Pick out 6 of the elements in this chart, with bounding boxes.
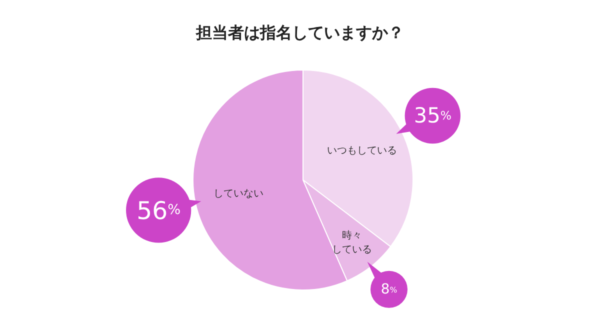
chart-title: 担当者は指名していますか？	[195, 23, 404, 42]
slice-label: していない	[213, 188, 264, 200]
slice-label: いつもしている	[327, 145, 398, 156]
data-label: 56%	[136, 196, 181, 225]
data-label: 35%	[414, 104, 452, 128]
slice-label: 時々している	[332, 228, 372, 255]
